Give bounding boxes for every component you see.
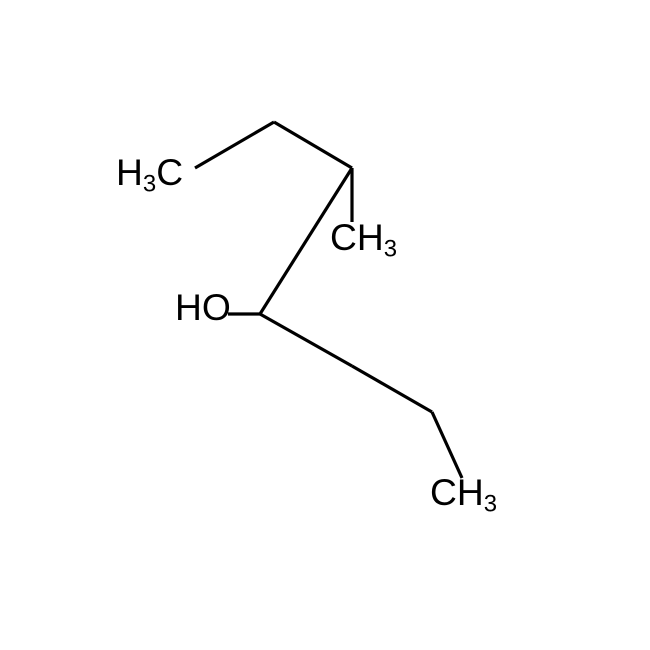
bond-c4-c5 bbox=[260, 314, 352, 366]
molecule-diagram: H3C CH3 HO CH3 bbox=[0, 0, 650, 650]
atom-label-layer: H3C CH3 HO CH3 bbox=[116, 151, 497, 518]
bond-c1-c2 bbox=[195, 122, 274, 168]
atom-label-c1_label: H3C bbox=[116, 151, 183, 198]
bond-c6-c7 bbox=[432, 412, 462, 478]
bond-c5-c6 bbox=[352, 366, 432, 412]
bond-layer bbox=[195, 122, 462, 478]
bond-c2-c3 bbox=[274, 122, 352, 168]
atom-label-c6_label: CH3 bbox=[430, 471, 497, 518]
atom-label-c3_me: CH3 bbox=[330, 216, 397, 263]
atom-label-c3_oh: HO bbox=[175, 286, 231, 328]
